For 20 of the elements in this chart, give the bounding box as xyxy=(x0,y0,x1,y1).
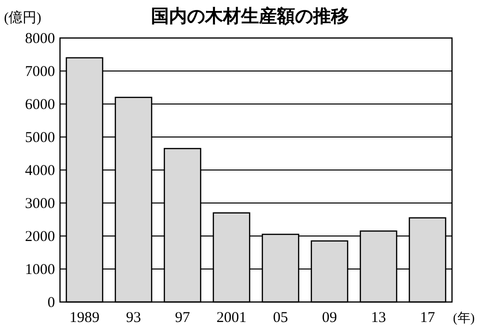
x-tick-label: 97 xyxy=(175,310,190,326)
x-axis-title: (年) xyxy=(453,310,475,325)
x-tick-label: 17 xyxy=(420,310,436,326)
y-tick-label: 5000 xyxy=(25,130,55,146)
x-tick-label: 1989 xyxy=(70,310,100,326)
y-tick-label: 8000 xyxy=(25,31,55,47)
y-axis-title: (億円) xyxy=(4,10,42,26)
y-tick-label: 3000 xyxy=(25,196,55,212)
y-tick-label: 7000 xyxy=(25,64,55,80)
y-tick-label: 1000 xyxy=(25,262,55,278)
y-tick-label: 4000 xyxy=(25,163,55,179)
y-tick-label: 2000 xyxy=(25,229,55,245)
x-tick-label: 13 xyxy=(371,310,386,326)
y-tick-label: 0 xyxy=(48,295,55,311)
x-tick-label: 05 xyxy=(273,310,288,326)
y-tick-label: 6000 xyxy=(25,97,55,113)
x-tick-label: 93 xyxy=(126,310,141,326)
x-tick-label: 09 xyxy=(322,310,337,326)
chart-title: 国内の木材生産額の推移 xyxy=(151,6,349,27)
x-tick-label: 2001 xyxy=(216,310,246,326)
